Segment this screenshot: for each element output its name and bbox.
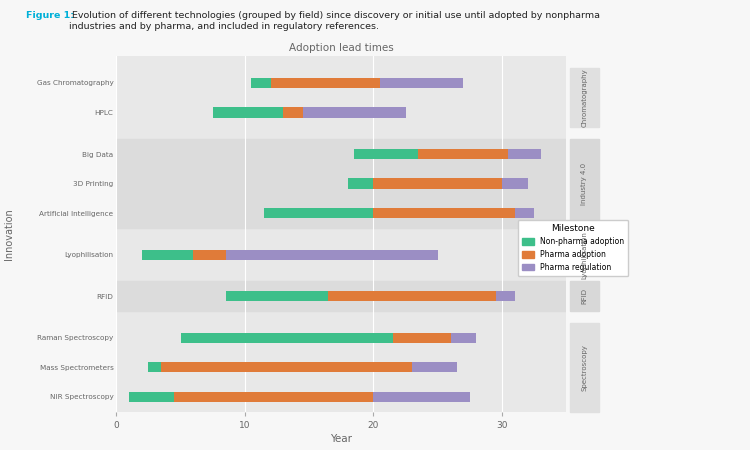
Bar <box>496 291 514 302</box>
Text: Industry 4.0: Industry 4.0 <box>581 162 587 205</box>
Bar <box>226 291 328 302</box>
Text: RFID: RFID <box>581 288 587 304</box>
Text: Evolution of different technologies (grouped by field) since discovery or initia: Evolution of different technologies (gro… <box>69 11 600 31</box>
Bar <box>284 108 303 118</box>
Bar <box>161 362 412 373</box>
Bar <box>451 333 476 343</box>
Bar <box>181 333 393 343</box>
Bar <box>174 392 374 402</box>
Bar <box>264 208 374 218</box>
Bar <box>142 250 194 260</box>
Bar <box>374 208 514 218</box>
Bar <box>303 108 406 118</box>
Text: Figure 1:: Figure 1: <box>26 11 74 20</box>
Text: Lyophilisation: Lyophilisation <box>581 231 587 279</box>
Bar <box>380 78 464 88</box>
Text: Innovation: Innovation <box>4 208 14 260</box>
Bar <box>393 333 451 343</box>
Bar <box>514 208 534 218</box>
Text: Chromatography: Chromatography <box>581 68 587 127</box>
Text: Spectroscopy: Spectroscopy <box>581 344 587 391</box>
Bar <box>116 323 566 412</box>
Bar <box>328 291 496 302</box>
Bar <box>194 250 226 260</box>
Bar <box>129 392 174 402</box>
Bar <box>251 78 271 88</box>
Bar <box>116 68 566 127</box>
Bar <box>116 240 566 270</box>
Bar <box>419 149 509 159</box>
Bar <box>148 362 161 373</box>
Title: Adoption lead times: Adoption lead times <box>289 43 394 53</box>
Bar <box>213 108 284 118</box>
Bar <box>348 179 374 189</box>
Bar <box>271 78 380 88</box>
Bar <box>412 362 457 373</box>
Bar <box>354 149 419 159</box>
Legend: Non-pharma adoption, Pharma adoption, Pharma regulation: Non-pharma adoption, Pharma adoption, Ph… <box>518 220 628 276</box>
Bar <box>116 139 566 228</box>
Bar <box>226 250 438 260</box>
X-axis label: Year: Year <box>330 434 352 444</box>
Bar <box>502 179 528 189</box>
Bar <box>374 179 502 189</box>
Bar <box>374 392 470 402</box>
Bar <box>509 149 541 159</box>
Bar <box>116 281 566 311</box>
